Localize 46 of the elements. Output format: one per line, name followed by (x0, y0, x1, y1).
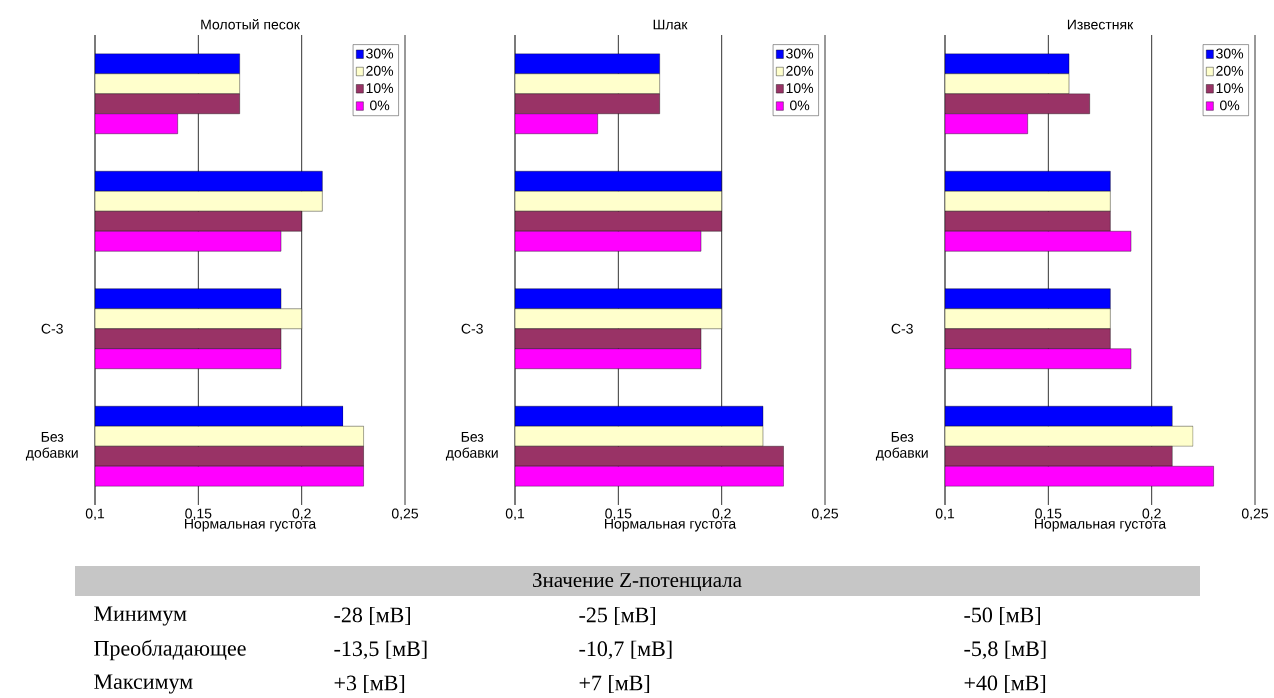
chart-title: Известняк (1067, 19, 1134, 30)
text: -50 [мВ] (964, 606, 1040, 626)
x-tick-label: 0,2 (292, 508, 311, 521)
text: -10,7 [мВ] (579, 640, 672, 660)
legend-label: 0% (790, 100, 810, 111)
text: +7 [мВ] (579, 674, 650, 694)
text: +40 [мВ] (964, 674, 1046, 694)
x-tick-label: 0,25 (811, 508, 839, 521)
x-tick-label: 0,15 (1035, 508, 1062, 521)
x-tick-label: 0,25 (391, 508, 419, 521)
chart-title: Молотый песок (201, 18, 300, 30)
legend-label: 10% (786, 83, 814, 94)
y-tick-label: С-3 (41, 323, 63, 334)
legend-label: 20% (1216, 65, 1244, 76)
x-tick-label: 0,15 (605, 508, 632, 521)
x-tick-label: 0,1 (935, 508, 955, 521)
y-tick-label: С-3 (461, 323, 483, 334)
text: -5,8 [мВ] (964, 640, 1046, 660)
text: Значение Z-потенциала (533, 573, 742, 591)
legend-label: 20% (786, 65, 814, 76)
text: -25 [мВ] (579, 606, 655, 626)
x-tick-label: 0,2 (712, 508, 731, 521)
text: Максимум (94, 674, 193, 694)
legend-label: 10% (1216, 83, 1244, 94)
y-tick-label: Без добавки (875, 432, 928, 461)
text: Минимум (94, 606, 187, 626)
x-tick-label: 0,1 (85, 508, 105, 521)
text: -28 [мВ] (334, 606, 410, 626)
legend-label: 20% (366, 65, 394, 76)
x-tick-label: 0,15 (185, 508, 212, 521)
x-tick-label: 0,1 (505, 508, 525, 521)
legend-label: 10% (366, 83, 394, 94)
x-tick-label: 0,2 (1142, 508, 1161, 521)
x-tick-label: 0,25 (1241, 508, 1269, 521)
text: -13,5 [мВ] (334, 640, 427, 660)
y-tick-label: С-3 (891, 323, 913, 334)
y-tick-label: Без добавки (445, 432, 498, 461)
chart-title: Шлак (653, 19, 688, 30)
text: Преобладающее (94, 639, 246, 661)
text: +3 [мВ] (334, 674, 405, 694)
y-tick-label: Без добавки (25, 432, 78, 461)
legend-label: 0% (1220, 100, 1240, 111)
legend-label: 30% (366, 48, 394, 59)
legend-label: 30% (786, 48, 814, 59)
legend-label: 0% (370, 100, 390, 111)
legend-label: 30% (1216, 48, 1244, 59)
